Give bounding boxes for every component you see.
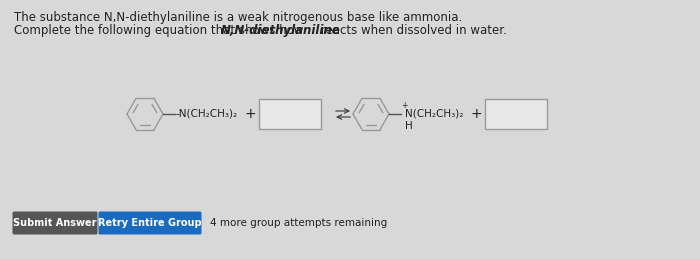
Text: The substance N,N-diethylaniline is a weak nitrogenous base like ammonia.: The substance N,N-diethylaniline is a we…	[14, 11, 462, 24]
FancyBboxPatch shape	[485, 99, 547, 129]
Text: Submit Answer: Submit Answer	[13, 218, 97, 228]
Text: Retry Entire Group: Retry Entire Group	[98, 218, 202, 228]
Text: +: +	[401, 102, 407, 111]
FancyBboxPatch shape	[13, 212, 97, 234]
Text: N,N-diethylaniline: N,N-diethylaniline	[221, 24, 341, 37]
Text: -N(CH₂CH₃)₂: -N(CH₂CH₃)₂	[175, 109, 237, 119]
Text: H: H	[405, 121, 413, 131]
Text: 4 more group attempts remaining: 4 more group attempts remaining	[210, 218, 387, 228]
FancyBboxPatch shape	[259, 99, 321, 129]
Text: N(CH₂CH₃)₂: N(CH₂CH₃)₂	[405, 109, 463, 119]
Text: reacts when dissolved in water.: reacts when dissolved in water.	[317, 24, 507, 37]
FancyBboxPatch shape	[99, 212, 202, 234]
Text: +: +	[471, 107, 482, 121]
Text: +: +	[245, 107, 257, 121]
Text: Complete the following equation that shows how: Complete the following equation that sho…	[14, 24, 307, 37]
